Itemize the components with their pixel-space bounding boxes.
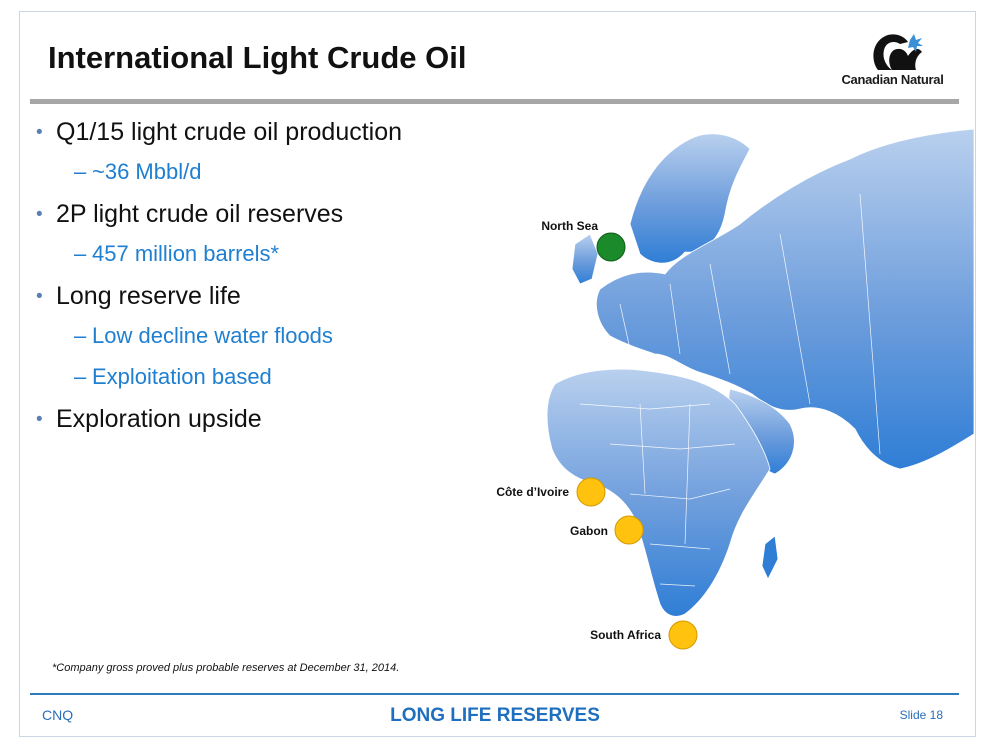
bullet-item: • 2P light crude oil reserves <box>36 200 476 241</box>
bullet-text: Q1/15 light crude oil production <box>56 118 403 146</box>
landmass-madagascar <box>761 535 779 580</box>
marker-label: North Sea <box>541 219 598 233</box>
sub-bullet-glyph: – <box>74 323 87 348</box>
bullet-glyph: • <box>36 286 43 307</box>
footer-section-title: LONG LIFE RESERVES <box>390 705 600 726</box>
marker-label: South Africa <box>590 628 661 642</box>
logo-text: Canadian Natural <box>841 72 944 87</box>
sub-bullet-text: ~36 Mbbl/d <box>92 159 202 184</box>
logo-icon <box>873 34 923 70</box>
slide-frame <box>19 11 976 737</box>
world-map: North Sea Côte d’Ivoire Gabon South Afri… <box>480 104 975 650</box>
landmass-britain <box>571 233 599 285</box>
footer-ticker: CNQ <box>42 707 74 723</box>
sub-bullet-glyph: – <box>74 159 87 184</box>
marker-cote-divoire[interactable]: Côte d’Ivoire <box>496 477 606 507</box>
bullet-text: Long reserve life <box>56 282 241 310</box>
bullet-glyph: • <box>36 204 43 225</box>
country-borders <box>579 193 881 587</box>
landmass-eurasia <box>596 128 975 470</box>
marker-label: Côte d’Ivoire <box>496 485 569 499</box>
sub-bullet-glyph: – <box>74 241 87 266</box>
company-logo: Canadian Natural <box>830 30 955 90</box>
slide-title: International Light Crude Oil <box>48 40 467 75</box>
marker-gabon[interactable]: Gabon <box>570 515 644 545</box>
sub-bullet-text: Low decline water floods <box>92 323 333 348</box>
title-divider <box>30 99 959 104</box>
bullet-item: • Long reserve life <box>36 282 476 323</box>
marker-north-sea[interactable]: North Sea <box>541 219 626 262</box>
bullet-item: • Q1/15 light crude oil production <box>36 118 476 159</box>
bullet-text: 2P light crude oil reserves <box>56 200 344 228</box>
bullet-item: • Exploration upside <box>36 405 476 446</box>
slide-number: Slide 18 <box>899 708 943 722</box>
bullet-glyph: • <box>36 409 43 430</box>
marker-south-africa[interactable]: South Africa <box>590 620 698 650</box>
landmass-scandinavia <box>629 133 751 264</box>
bullet-list: • Q1/15 light crude oil production – ~36… <box>36 118 476 446</box>
sub-bullet-item: – ~36 Mbbl/d <box>36 159 476 200</box>
bullet-text: Exploration upside <box>56 405 262 433</box>
footnote: *Company gross proved plus probable rese… <box>52 662 400 674</box>
sub-bullet-item: – 457 million barrels* <box>36 241 476 282</box>
sub-bullet-item: – Exploitation based <box>36 364 476 405</box>
sub-bullet-glyph: – <box>74 364 87 389</box>
sub-bullet-text: Exploitation based <box>92 364 272 389</box>
sub-bullet-item: – Low decline water floods <box>36 323 476 364</box>
marker-label: Gabon <box>570 524 608 538</box>
bullet-glyph: • <box>36 122 43 143</box>
footer-divider <box>30 693 959 695</box>
map-svg: North Sea Côte d’Ivoire Gabon South Afri… <box>496 128 975 650</box>
sub-bullet-text: 457 million barrels* <box>92 241 280 266</box>
